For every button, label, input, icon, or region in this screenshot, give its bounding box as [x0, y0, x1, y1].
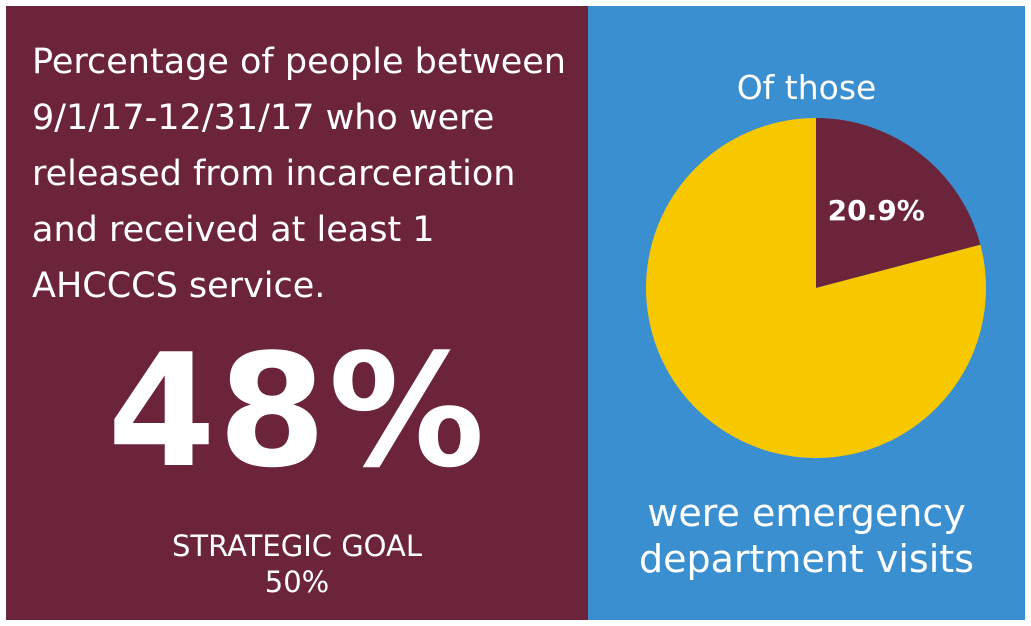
pie-slice-2 — [646, 118, 986, 459]
caption-line-1: were emergency — [647, 491, 966, 535]
pie-slice-label-1: 20.9% — [828, 194, 925, 227]
left-panel: Percentage of people between 9/1/17-12/3… — [6, 6, 588, 620]
big-percentage: 48% — [107, 320, 487, 502]
of-those-label: Of those — [736, 68, 877, 107]
strategic-goal-value: 50% — [264, 565, 330, 599]
pie-chart: 20.9% — [646, 118, 986, 459]
strategic-goal-label: STRATEGIC GOAL — [172, 529, 422, 563]
pie-slice-1 — [816, 118, 981, 288]
right-panel: Of those 20.9% were emergency department… — [588, 6, 1025, 620]
caption-line-2: department visits — [639, 537, 974, 581]
headline-text: Percentage of people between 9/1/17-12/3… — [32, 42, 566, 306]
